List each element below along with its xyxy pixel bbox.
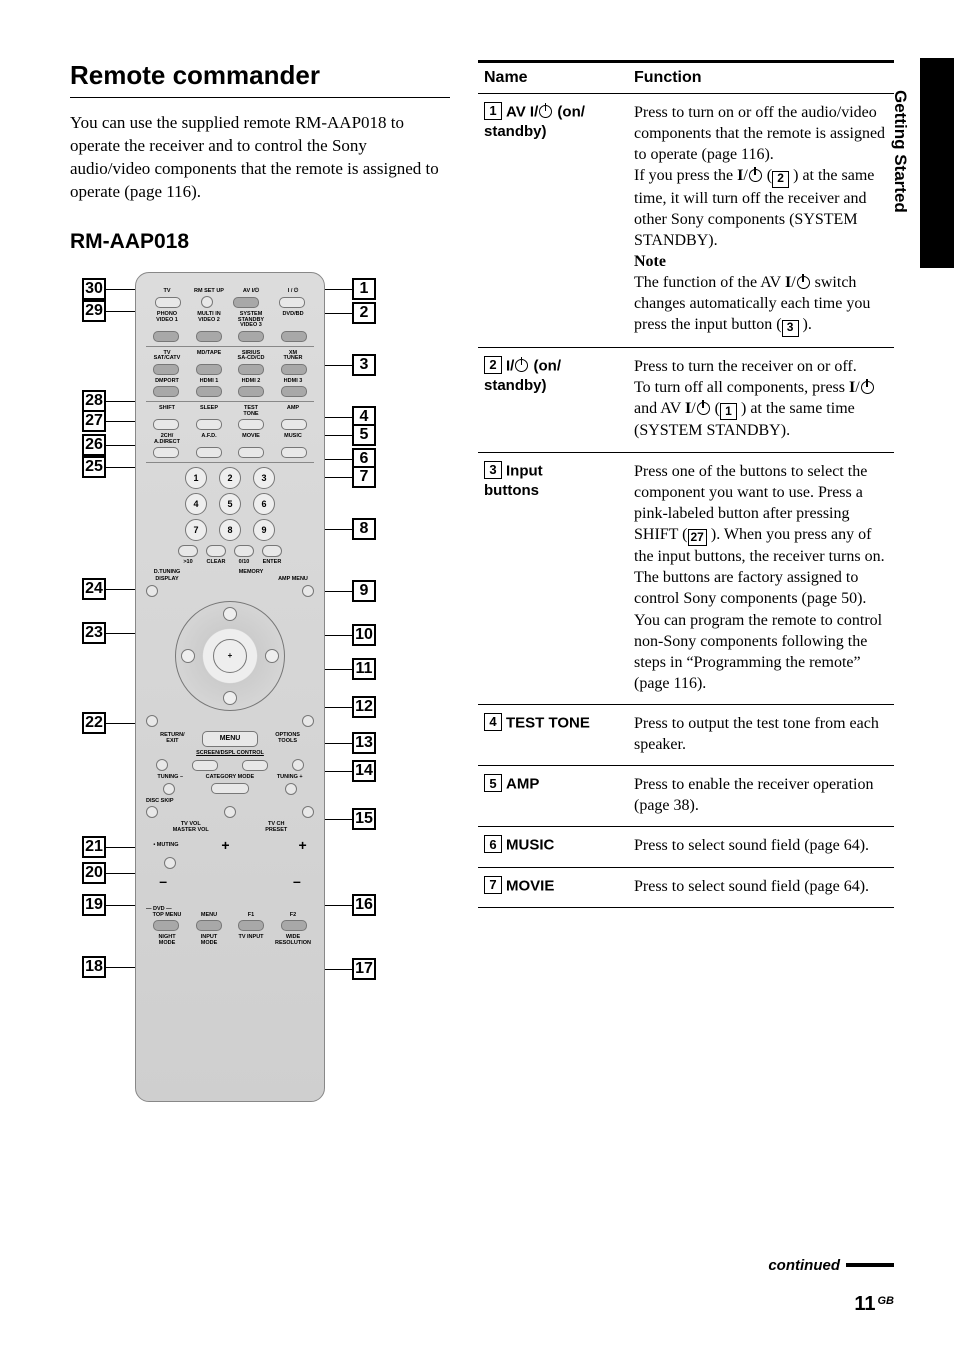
row-function: Press to turn on or off the audio/video … — [628, 94, 894, 348]
callout-27: 27 — [82, 410, 106, 432]
callout-28: 28 — [82, 390, 106, 412]
callout-14: 14 — [352, 760, 376, 782]
model-heading: RM-AAP018 — [70, 230, 450, 254]
callout-29: 29 — [82, 300, 106, 322]
callout-15: 15 — [352, 808, 376, 830]
continued-label: continued — [768, 1257, 840, 1274]
callout-3: 3 — [352, 354, 376, 376]
callout-26: 26 — [82, 434, 106, 456]
callout-23: 23 — [82, 622, 106, 644]
table-row: 3InputbuttonsPress one of the buttons to… — [478, 452, 894, 705]
callout-30: 30 — [82, 278, 106, 300]
callout-8: 8 — [352, 518, 376, 540]
callout-1: 1 — [352, 278, 376, 300]
callout-7: 7 — [352, 466, 376, 488]
table-row: 6MUSICPress to select sound field (page … — [478, 827, 894, 867]
table-row: 7MOVIEPress to select sound field (page … — [478, 867, 894, 907]
side-tab — [920, 58, 954, 268]
col-func-header: Function — [628, 62, 894, 94]
row-name: 5AMP — [478, 766, 628, 827]
table-row: 5AMPPress to enable the receiver operati… — [478, 766, 894, 827]
callout-2: 2 — [352, 302, 376, 324]
row-name: 4TEST TONE — [478, 705, 628, 766]
row-function: Press to select sound field (page 64). — [628, 867, 894, 907]
row-name: 3Inputbuttons — [478, 452, 628, 705]
callout-18: 18 — [82, 956, 106, 978]
callout-11: 11 — [352, 658, 376, 680]
callout-9: 9 — [352, 580, 376, 602]
row-function: Press to output the test tone from each … — [628, 705, 894, 766]
row-name: 1AV I/ (on/standby) — [478, 94, 628, 348]
callout-10: 10 — [352, 624, 376, 646]
callout-12: 12 — [352, 696, 376, 718]
section-title: Remote commander — [70, 60, 450, 98]
col-name-header: Name — [478, 62, 628, 94]
row-name: 7MOVIE — [478, 867, 628, 907]
row-function: Press to select sound field (page 64). — [628, 827, 894, 867]
page-footer: continued 11GB — [768, 1257, 894, 1316]
row-name: 2I/ (on/standby) — [478, 347, 628, 452]
callout-21: 21 — [82, 836, 106, 858]
callout-5: 5 — [352, 424, 376, 446]
intro-paragraph: You can use the supplied remote RM-AAP01… — [70, 112, 450, 204]
function-table: Name Function 1AV I/ (on/standby)Press t… — [478, 60, 894, 908]
row-function: Press one of the buttons to select the c… — [628, 452, 894, 705]
continued-bar — [846, 1263, 894, 1267]
callout-19: 19 — [82, 894, 106, 916]
table-row: 1AV I/ (on/standby)Press to turn on or o… — [478, 94, 894, 348]
remote-diagram: TVRM SET UPAV I/⏻I / ⏻PHONOVIDEO 1MULTI … — [80, 272, 390, 1152]
callout-17: 17 — [352, 958, 376, 980]
callout-13: 13 — [352, 732, 376, 754]
callout-20: 20 — [82, 862, 106, 884]
side-section-label: Getting Started — [890, 90, 910, 213]
remote-body: TVRM SET UPAV I/⏻I / ⏻PHONOVIDEO 1MULTI … — [135, 272, 325, 1102]
table-row: 4TEST TONEPress to output the test tone … — [478, 705, 894, 766]
row-function: Press to turn the receiver on or off.To … — [628, 347, 894, 452]
table-row: 2I/ (on/standby)Press to turn the receiv… — [478, 347, 894, 452]
callout-16: 16 — [352, 894, 376, 916]
row-function: Press to enable the receiver operation (… — [628, 766, 894, 827]
row-name: 6MUSIC — [478, 827, 628, 867]
callout-25: 25 — [82, 456, 106, 478]
callout-24: 24 — [82, 578, 106, 600]
page-number: 11GB — [768, 1293, 894, 1316]
callout-22: 22 — [82, 712, 106, 734]
